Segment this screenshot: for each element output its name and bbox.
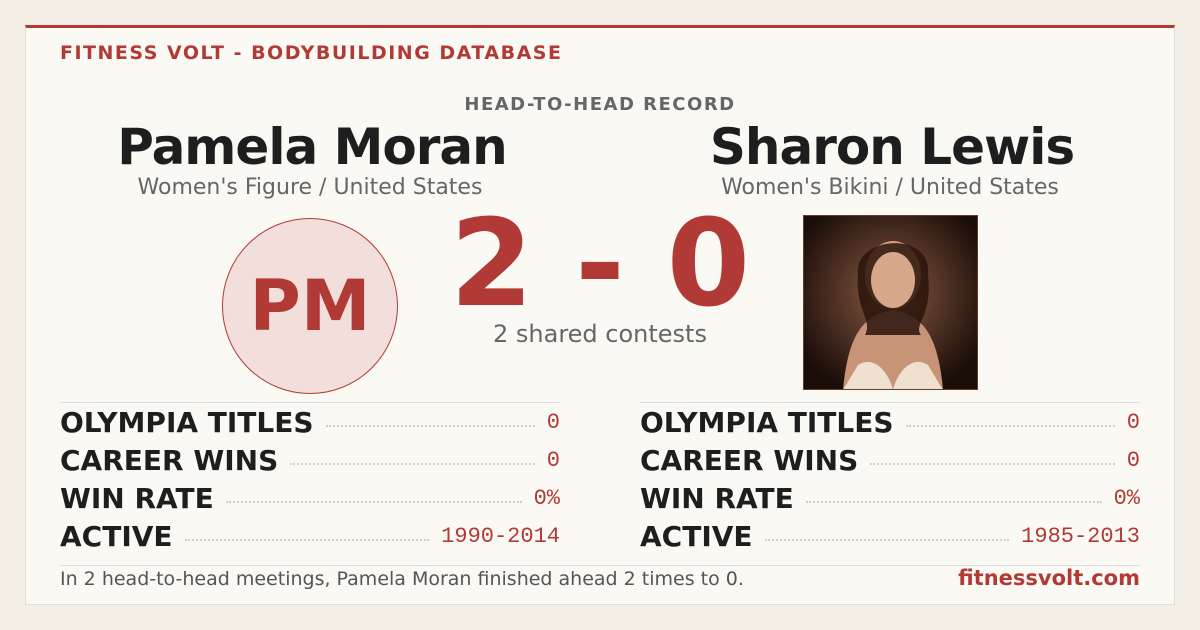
summary: In 2 head-to-head meetings, Pamela Moran… [60, 568, 744, 590]
stat-value: 0 [1126, 409, 1140, 435]
leader [290, 463, 535, 465]
leader [905, 425, 1115, 427]
brand: FITNESS VOLT - BODYBUILDING DATABASE [60, 42, 563, 64]
stat-value: 1990-2014 [441, 523, 560, 549]
site-link[interactable]: fitnessvolt.com [958, 566, 1140, 590]
left-avatar: PM [222, 218, 398, 394]
score: 2 - 0 [449, 195, 751, 334]
stat-label: ACTIVE [60, 519, 173, 553]
stat-row: WIN RATE 0% [60, 479, 560, 517]
stat-label: CAREER WINS [60, 443, 279, 477]
leader [325, 425, 535, 427]
stat-row: CAREER WINS 0 [60, 441, 560, 479]
stat-row: ACTIVE 1990-2014 [60, 517, 560, 555]
leader [225, 501, 522, 503]
stat-value: 0 [546, 447, 560, 473]
leader [870, 463, 1115, 465]
stat-row: OLYMPIA TITLES 0 [60, 403, 560, 441]
footer-rule [60, 565, 1140, 566]
stat-row: WIN RATE 0% [640, 479, 1140, 517]
initials: PM [249, 265, 371, 347]
right-stats: OLYMPIA TITLES 0 CAREER WINS 0 WIN RATE 0% ACT… [640, 402, 1140, 555]
shared-contests: 2 shared contests [493, 320, 707, 348]
stat-label: WIN RATE [60, 481, 214, 515]
stat-value: 0 [546, 409, 560, 435]
left-name: Pamela Moran [117, 118, 507, 176]
stat-value: 1985-2013 [1021, 523, 1140, 549]
card-frame [25, 25, 1175, 605]
stat-row: ACTIVE 1985-2013 [640, 517, 1140, 555]
stat-label: WIN RATE [640, 481, 794, 515]
stat-row: CAREER WINS 0 [640, 441, 1140, 479]
stat-row: OLYMPIA TITLES 0 [640, 403, 1140, 441]
stat-label: OLYMPIA TITLES [640, 405, 894, 439]
left-stats: OLYMPIA TITLES 0 CAREER WINS 0 WIN RATE 0% ACT… [60, 402, 560, 555]
stat-label: CAREER WINS [640, 443, 859, 477]
stat-value: 0% [1113, 485, 1140, 511]
stat-label: OLYMPIA TITLES [60, 405, 314, 439]
right-name: Sharon Lewis [709, 118, 1075, 176]
leader [764, 539, 1010, 541]
right-subtitle: Women's Bikini / United States [721, 175, 1059, 200]
leader [184, 539, 430, 541]
stat-value: 0% [533, 485, 560, 511]
section-title: HEAD-TO-HEAD RECORD [464, 94, 736, 115]
stat-value: 0 [1126, 447, 1140, 473]
leader [805, 501, 1102, 503]
right-photo [803, 215, 978, 390]
left-subtitle: Women's Figure / United States [137, 175, 483, 200]
stat-label: ACTIVE [640, 519, 753, 553]
